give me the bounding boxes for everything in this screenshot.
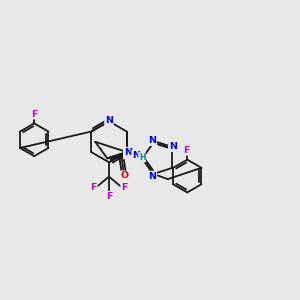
Text: F: F xyxy=(31,110,38,118)
Text: F: F xyxy=(183,146,190,155)
Text: F: F xyxy=(90,183,97,192)
Text: N: N xyxy=(148,172,156,181)
Text: O: O xyxy=(121,171,129,180)
Text: N: N xyxy=(169,142,177,151)
Text: N: N xyxy=(132,151,140,160)
Text: N: N xyxy=(105,116,113,125)
Text: F: F xyxy=(106,192,112,201)
Text: N: N xyxy=(124,148,132,157)
Text: N: N xyxy=(124,150,132,159)
Text: F: F xyxy=(121,183,127,192)
Text: H: H xyxy=(139,153,146,162)
Text: N: N xyxy=(148,136,156,145)
